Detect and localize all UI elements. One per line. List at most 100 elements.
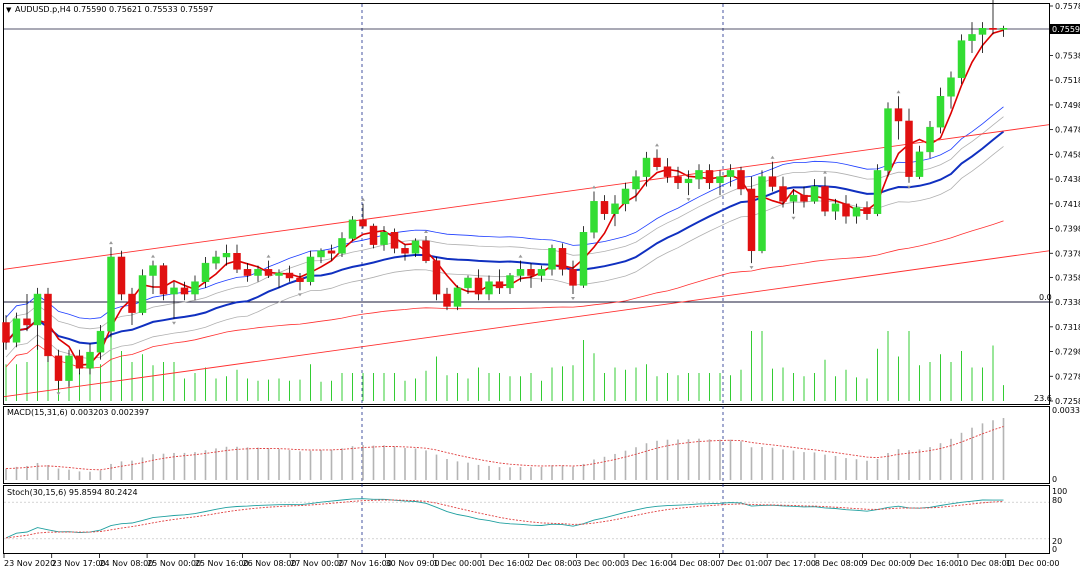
candle-body	[905, 120, 913, 177]
candle-body	[663, 166, 672, 177]
candle-body	[810, 186, 819, 202]
macd-zero-label: 0	[1052, 475, 1057, 484]
time-axis-label: 10 Dec 08:00	[958, 559, 1012, 568]
time-axis-label: 26 Nov 08:00	[243, 559, 297, 568]
candle-body	[474, 277, 483, 295]
candle-body	[999, 28, 1008, 30]
price-axis-label: 0.73585	[1055, 273, 1080, 282]
candle-body	[285, 272, 294, 279]
candle-body	[107, 256, 115, 332]
candle-body	[464, 277, 472, 289]
stoch-title: Stoch(30,15,6) 95.8594 80.2424	[7, 488, 138, 497]
channel-upper	[3, 124, 1050, 270]
time-axis-label: 7 Dec 01:00	[720, 559, 769, 568]
hline-label: 0.0	[1039, 293, 1052, 302]
candle-body	[957, 40, 966, 78]
candle-body	[611, 203, 619, 214]
time-axis-label: 27 Nov 00:00	[290, 559, 344, 568]
bollinger-lower	[5, 146, 1004, 359]
fractal-up-icon	[151, 254, 155, 258]
price-axis-label: 0.72585	[1055, 397, 1080, 406]
candle-body	[506, 275, 514, 289]
current-price-box	[1050, 24, 1080, 34]
price-axis-label: 0.73385	[1055, 298, 1080, 307]
candle-body	[411, 240, 420, 254]
candle-body	[54, 355, 63, 381]
time-axis-label: 7 Dec 17:00	[767, 559, 816, 568]
candle-body	[726, 170, 735, 177]
time-axis-label: 27 Nov 16:00	[338, 559, 392, 568]
fractal-up-icon	[424, 229, 428, 233]
time-axis-label: 3 Dec 16:00	[624, 559, 673, 568]
candle-body	[390, 231, 399, 249]
fractal-up-icon	[361, 197, 365, 201]
candle-body	[863, 207, 871, 214]
candle-body	[800, 194, 808, 202]
time-axis-label: 3 Dec 00:00	[576, 559, 625, 568]
price-axis-label: 0.75180	[1055, 76, 1080, 85]
time-axis-label: 25 Nov 00:00	[147, 559, 201, 568]
candle-body	[495, 281, 504, 289]
price-axis-label: 0.75780	[1055, 2, 1080, 11]
candle-body	[296, 277, 304, 282]
fractal-down-icon	[172, 321, 176, 325]
candle-body	[789, 194, 798, 202]
price-axis-label: 0.74580	[1055, 150, 1080, 159]
candle-body	[926, 126, 934, 153]
candle-body	[443, 293, 451, 307]
time-axis-label: 2 Dec 08:00	[529, 559, 578, 568]
price-axis-label: 0.75380	[1055, 51, 1080, 60]
stochastic-indicator	[4, 498, 1049, 540]
candle-body	[306, 256, 315, 282]
candle-body	[453, 287, 462, 307]
candle-body	[695, 170, 703, 180]
chevron-down-icon[interactable]: ▼	[6, 6, 12, 14]
time-axis-label: 1 Dec 00:00	[433, 559, 482, 568]
stoch-level-80: 80	[1052, 496, 1062, 505]
fractal-down-icon	[907, 185, 911, 189]
fractal-down-icon	[791, 216, 796, 220]
candle-body	[23, 318, 31, 326]
time-axis-label: 4 Dec 08:00	[672, 559, 721, 568]
fractal-down-icon	[749, 266, 754, 270]
fractal-markers	[56, 90, 911, 396]
stoch-level-100: 100	[1052, 487, 1067, 496]
stoch-level-0: 0	[1052, 545, 1057, 554]
candle-body	[852, 207, 861, 217]
candles	[2, 0, 1008, 390]
candle-body	[275, 272, 283, 276]
channel-lower	[3, 250, 1050, 398]
candle-body	[968, 34, 976, 41]
candle-body	[600, 201, 609, 214]
candle-body	[737, 170, 745, 190]
mid-ma	[5, 130, 1005, 345]
candle-body	[884, 108, 892, 171]
candle-body	[779, 186, 787, 202]
candle-body	[86, 351, 94, 369]
time-axis-label: 23 Nov 2020	[4, 559, 55, 568]
candle-body	[317, 250, 325, 258]
candle-body	[915, 151, 924, 177]
candle-body	[401, 248, 409, 254]
price-axis-label: 0.74780	[1055, 126, 1080, 135]
candle-body	[989, 28, 997, 30]
candle-body	[369, 225, 378, 245]
candle-body	[201, 262, 210, 282]
price-axis: 0.757800.755800.753800.751800.749800.747…	[1049, 2, 1080, 406]
candle-body	[485, 281, 493, 295]
candle-body	[527, 269, 535, 276]
price-axis-label: 0.74180	[1055, 200, 1080, 209]
candle-body	[327, 250, 336, 254]
bollinger-upper	[5, 116, 1004, 330]
time-axis-label: 23 Nov 17:00	[52, 559, 106, 568]
candle-body	[621, 188, 630, 205]
candle-body	[348, 219, 357, 239]
candle-body	[936, 96, 945, 128]
candle-body	[569, 269, 577, 286]
fractal-up-icon	[266, 254, 271, 258]
candle-body	[432, 260, 441, 295]
fractal-up-icon	[109, 241, 113, 245]
candle-body	[422, 240, 430, 261]
macd-signal-line	[5, 426, 1004, 471]
